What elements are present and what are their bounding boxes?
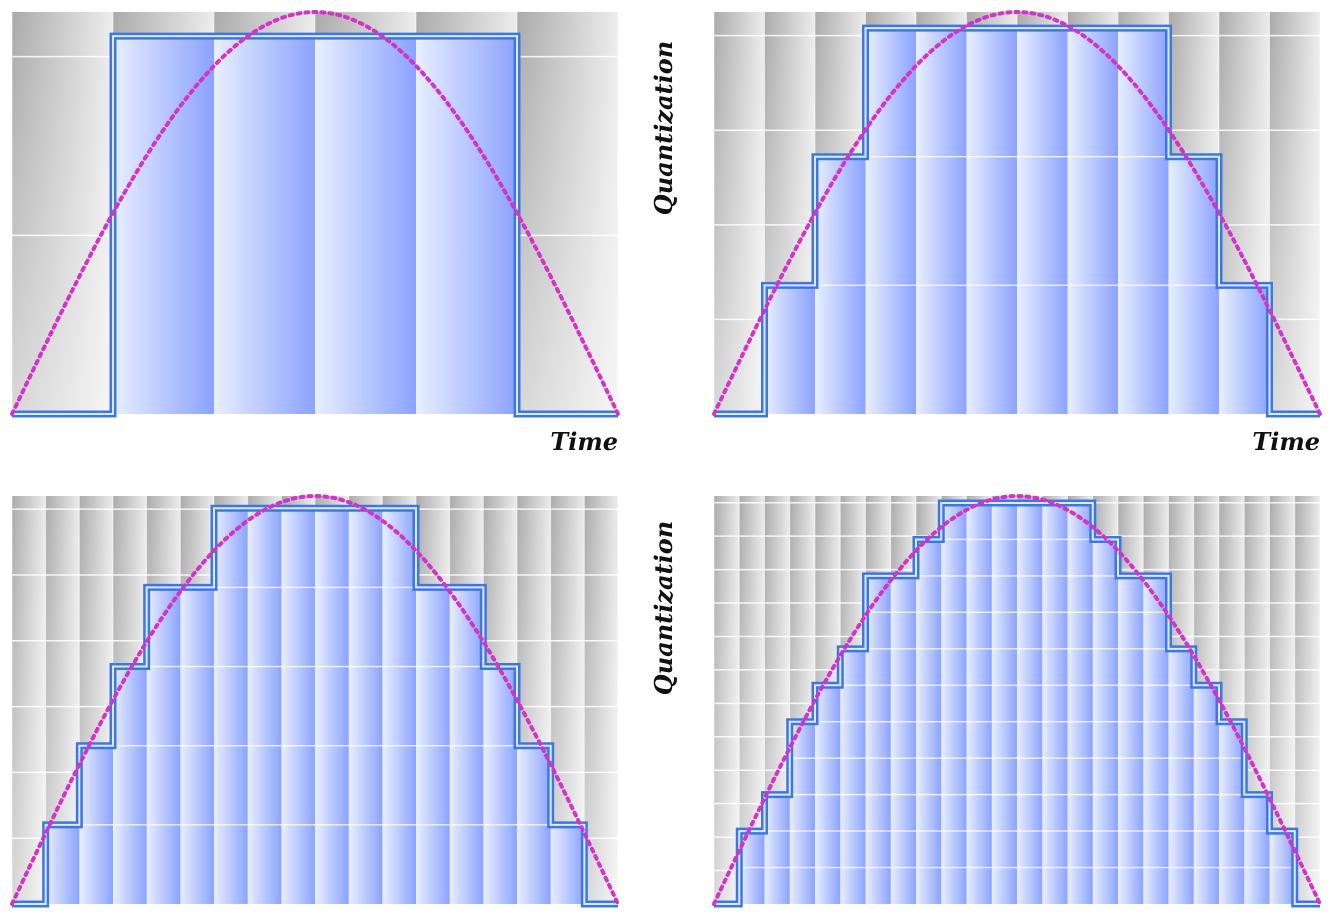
quantized-bar bbox=[550, 824, 585, 904]
panel-bottom-right bbox=[712, 493, 1322, 908]
time-axis-label-left: Time bbox=[550, 427, 618, 456]
quantized-bar bbox=[113, 36, 215, 414]
quantized-bar bbox=[1067, 502, 1094, 904]
quantized-staircase-highlight bbox=[714, 27, 1320, 415]
quantized-bar bbox=[1042, 502, 1068, 904]
quantized-bar bbox=[966, 28, 1018, 414]
quantized-bar bbox=[348, 508, 383, 904]
time-axis-label-right: Time bbox=[1252, 427, 1320, 456]
quantized-bar bbox=[840, 648, 866, 904]
quantized-bar bbox=[45, 824, 80, 904]
quantized-bar bbox=[1067, 28, 1119, 414]
quantized-bar bbox=[1017, 502, 1043, 904]
quantized-bar bbox=[916, 28, 967, 414]
panel-top-left bbox=[10, 9, 620, 418]
quantized-staircase-highlight bbox=[714, 501, 1320, 905]
quantized-bar bbox=[1219, 285, 1270, 414]
quantized-bar bbox=[789, 721, 816, 904]
quantized-staircase-highlight bbox=[12, 35, 618, 415]
quantized-bar bbox=[1244, 794, 1270, 904]
quantized-bar bbox=[1168, 648, 1195, 904]
quantization-axis-label-bottom: Quantization bbox=[649, 521, 678, 695]
quantized-bar bbox=[890, 575, 917, 904]
analog-signal-curve bbox=[10, 493, 620, 906]
panel-top-right bbox=[712, 9, 1322, 418]
quantized-staircase-highlight bbox=[12, 507, 618, 905]
quantized-bar bbox=[315, 36, 417, 414]
quantized-bar bbox=[281, 508, 316, 904]
quantized-bar bbox=[113, 666, 148, 904]
quantized-bar bbox=[1118, 28, 1169, 414]
quantized-bar bbox=[483, 666, 518, 904]
quantized-fill bbox=[739, 502, 1296, 904]
quantized-bar bbox=[941, 502, 967, 904]
quantized-bar bbox=[1017, 28, 1068, 414]
quantized-bar bbox=[865, 28, 917, 414]
analog-signal-curve bbox=[10, 9, 620, 416]
quantized-bar bbox=[764, 794, 791, 904]
analog-signal-curve bbox=[712, 9, 1322, 416]
panel-bottom-left bbox=[10, 493, 620, 908]
quantized-bar bbox=[1118, 575, 1144, 904]
quantized-bar bbox=[315, 508, 350, 904]
quantized-bar bbox=[416, 36, 518, 414]
quantized-bar bbox=[1219, 721, 1245, 904]
quantized-bar bbox=[966, 502, 993, 904]
quantized-bar bbox=[214, 508, 249, 904]
quantized-bar bbox=[865, 575, 892, 904]
analog-signal-curve bbox=[712, 493, 1322, 906]
quantized-bar bbox=[214, 36, 316, 414]
quantized-fill bbox=[764, 28, 1270, 414]
quantized-fill bbox=[45, 508, 585, 904]
quantized-fill bbox=[113, 36, 518, 414]
quantized-bar bbox=[991, 502, 1018, 904]
quantization-axis-label-top: Quantization bbox=[649, 41, 678, 215]
quantized-bar bbox=[382, 508, 417, 904]
quantized-bar bbox=[1143, 575, 1169, 904]
quantized-bar bbox=[247, 508, 282, 904]
quantized-bar bbox=[764, 285, 816, 414]
